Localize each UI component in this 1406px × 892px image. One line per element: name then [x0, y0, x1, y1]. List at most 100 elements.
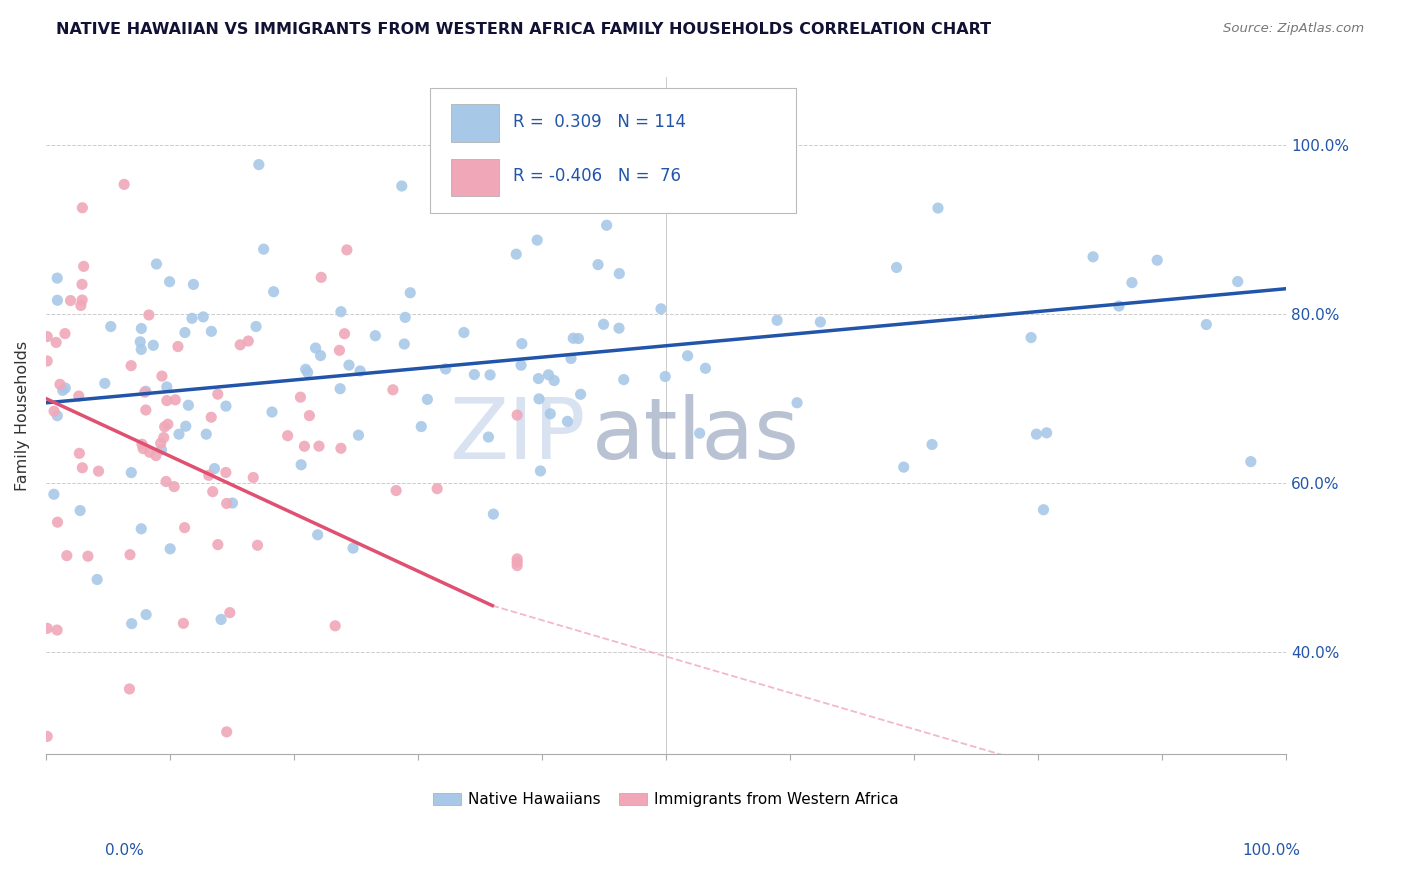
Point: [215, 496, 238, 510]
Point: [607, 321, 630, 335]
Point: [766, 313, 789, 327]
Point: [394, 337, 416, 351]
Point: [207, 387, 229, 401]
Point: [131, 321, 153, 335]
Point: [172, 616, 194, 631]
Point: [426, 482, 449, 496]
Point: [215, 466, 238, 480]
Point: [201, 484, 224, 499]
Point: [46, 271, 69, 285]
Point: [118, 548, 141, 562]
Point: [200, 324, 222, 338]
Point: [37, 354, 59, 368]
Point: [155, 475, 177, 489]
Point: [131, 437, 153, 451]
Point: [1032, 502, 1054, 516]
Point: [557, 414, 579, 428]
Point: [135, 384, 157, 399]
FancyBboxPatch shape: [451, 159, 499, 195]
Point: [308, 439, 330, 453]
Point: [132, 442, 155, 456]
Text: R =  0.309   N = 114: R = 0.309 N = 114: [513, 112, 686, 130]
FancyBboxPatch shape: [451, 104, 499, 142]
Point: [200, 410, 222, 425]
Point: [77, 549, 100, 564]
Point: [527, 371, 550, 385]
Point: [56, 549, 79, 563]
Point: [921, 437, 943, 451]
Point: [309, 349, 332, 363]
Point: [477, 430, 499, 444]
Point: [505, 247, 527, 261]
Point: [86, 573, 108, 587]
Point: [290, 390, 312, 404]
Point: [135, 403, 157, 417]
Point: [121, 616, 143, 631]
Text: NATIVE HAWAIIAN VS IMMIGRANTS FROM WESTERN AFRICA FAMILY HOUSEHOLDS CORRELATION : NATIVE HAWAIIAN VS IMMIGRANTS FROM WESTE…: [56, 22, 991, 37]
Point: [150, 442, 173, 457]
Point: [689, 426, 711, 441]
Point: [567, 332, 589, 346]
Point: [253, 242, 276, 256]
Point: [506, 408, 529, 422]
Point: [290, 458, 312, 472]
Point: [592, 318, 614, 332]
Point: [87, 464, 110, 478]
Point: [411, 419, 433, 434]
Point: [607, 267, 630, 281]
Point: [156, 393, 179, 408]
Point: [67, 446, 90, 460]
Point: [506, 552, 529, 566]
Point: [337, 358, 360, 372]
Point: [263, 285, 285, 299]
Point: [156, 380, 179, 394]
Point: [37, 730, 59, 744]
Point: [46, 409, 69, 423]
Point: [510, 358, 533, 372]
Point: [183, 277, 205, 292]
Point: [37, 329, 59, 343]
Point: [129, 334, 152, 349]
Point: [70, 277, 93, 292]
Point: [112, 178, 135, 192]
Point: [174, 419, 197, 434]
Point: [1195, 318, 1218, 332]
Point: [328, 343, 350, 358]
Point: [167, 427, 190, 442]
Point: [42, 404, 65, 418]
Point: [342, 541, 364, 555]
Point: [181, 311, 204, 326]
Point: [349, 364, 371, 378]
Point: [347, 428, 370, 442]
Point: [333, 326, 356, 341]
Point: [676, 349, 699, 363]
Point: [304, 341, 326, 355]
Point: [560, 351, 582, 366]
Legend: Native Hawaiians, Immigrants from Western Africa: Native Hawaiians, Immigrants from Wester…: [427, 786, 905, 814]
Point: [1226, 275, 1249, 289]
Point: [245, 319, 267, 334]
Point: [229, 338, 252, 352]
Point: [67, 389, 90, 403]
Point: [479, 368, 502, 382]
FancyBboxPatch shape: [430, 87, 796, 212]
Point: [159, 275, 181, 289]
Point: [163, 480, 186, 494]
Point: [654, 369, 676, 384]
Point: [569, 387, 592, 401]
Point: [118, 681, 141, 696]
Point: [193, 310, 215, 324]
Point: [73, 260, 96, 274]
Point: [1025, 427, 1047, 442]
Point: [506, 558, 529, 573]
Point: [298, 409, 321, 423]
Point: [1146, 253, 1168, 268]
Point: [49, 377, 72, 392]
Point: [72, 201, 94, 215]
Point: [120, 359, 142, 373]
Point: [526, 233, 548, 247]
Point: [94, 376, 117, 391]
Text: R = -0.406   N =  76: R = -0.406 N = 76: [513, 167, 682, 185]
Point: [562, 331, 585, 345]
Point: [294, 362, 316, 376]
